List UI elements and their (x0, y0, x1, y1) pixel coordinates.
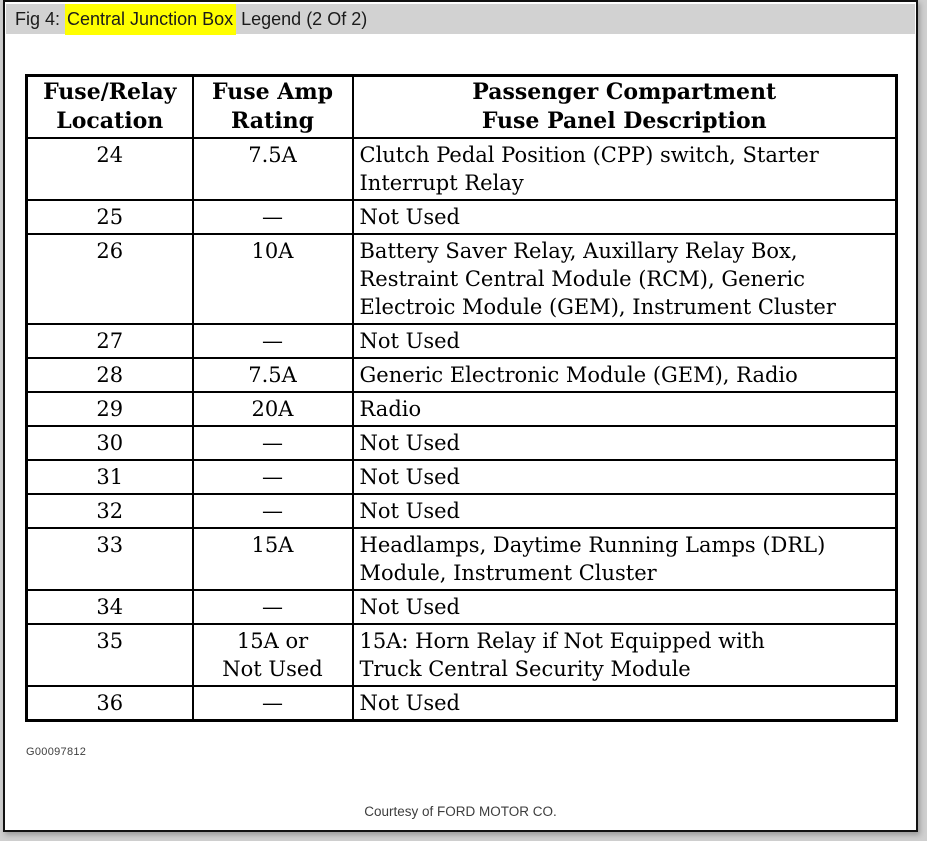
table-row: 30 — Not Used (25, 425, 898, 461)
table-header-row: Fuse/Relay Location Fuse Amp Rating Pass… (25, 74, 898, 139)
fuse-description-cell: Not Used (351, 459, 898, 495)
table-row: 32 — Not Used (25, 493, 898, 529)
fuse-description-cell: Not Used (351, 685, 898, 722)
fuse-rating-cell: — (191, 459, 354, 495)
fuse-description-cell: Not Used (351, 425, 898, 461)
fuse-description-cell: Not Used (351, 589, 898, 625)
figure-page: Fig 4: Central Junction Box Legend (2 Of… (3, 0, 918, 832)
fuse-location-cell: 30 (25, 425, 194, 461)
figure-code: G00097812 (26, 746, 87, 758)
fuse-description-cell: Clutch Pedal Position (CPP) switch, Star… (351, 137, 898, 201)
fuse-rating-cell: 10A (191, 233, 354, 325)
fuse-table-body: 24 7.5A Clutch Pedal Position (CPP) swit… (25, 137, 898, 722)
fuse-location-cell: 24 (25, 137, 194, 201)
fuse-location-cell: 35 (25, 623, 194, 687)
fuse-rating-cell: 20A (191, 391, 354, 427)
table-row: 26 10A Battery Saver Relay, Auxillary Re… (25, 233, 898, 325)
table-row: 31 — Not Used (25, 459, 898, 495)
fuse-rating-cell: — (191, 493, 354, 529)
figure-title-highlight: Central Junction Box (65, 4, 237, 35)
fuse-rating-cell: 15A or Not Used (191, 623, 354, 687)
fuse-location-cell: 27 (25, 323, 194, 359)
fuse-location-cell: 32 (25, 493, 194, 529)
fuse-rating-cell: — (191, 685, 354, 722)
table-row: 25 — Not Used (25, 199, 898, 235)
figure-title-prefix: Fig 4: (15, 9, 66, 29)
table-row: 33 15A Headlamps, Daytime Running Lamps … (25, 527, 898, 591)
fuse-rating-cell: — (191, 323, 354, 359)
fuse-description-cell: Not Used (351, 493, 898, 529)
fuse-rating-cell: — (191, 199, 354, 235)
courtesy-note: Courtesy of FORD MOTOR CO. (364, 804, 557, 819)
fuse-rating-cell: 7.5A (191, 357, 354, 393)
fuse-location-cell: 34 (25, 589, 194, 625)
fuse-table: Fuse/Relay Location Fuse Amp Rating Pass… (25, 74, 898, 722)
fuse-location-cell: 31 (25, 459, 194, 495)
fuse-description-cell: 15A: Horn Relay if Not Equipped with Tru… (351, 623, 898, 687)
figure-title-suffix: Legend (2 Of 2) (236, 9, 368, 29)
fuse-description-cell: Not Used (351, 199, 898, 235)
fuse-description-cell: Headlamps, Daytime Running Lamps (DRL) M… (351, 527, 898, 591)
table-row: 27 — Not Used (25, 323, 898, 359)
fuse-rating-cell: 7.5A (191, 137, 354, 201)
fuse-rating-cell: — (191, 589, 354, 625)
fuse-location-cell: 36 (25, 685, 194, 722)
table-row: 34 — Not Used (25, 589, 898, 625)
figure-title-bar: Fig 4: Central Junction Box Legend (2 Of… (6, 4, 915, 35)
fuse-description-cell: Not Used (351, 323, 898, 359)
fuse-description-cell: Radio (351, 391, 898, 427)
fuse-rating-cell: 15A (191, 527, 354, 591)
fuse-location-cell: 29 (25, 391, 194, 427)
table-row: 28 7.5A Generic Electronic Module (GEM),… (25, 357, 898, 393)
fuse-location-cell: 25 (25, 199, 194, 235)
table-row: 36 — Not Used (25, 685, 898, 722)
fuse-rating-cell: — (191, 425, 354, 461)
fuse-description-cell: Battery Saver Relay, Auxillary Relay Box… (351, 233, 898, 325)
column-header-rating: Fuse Amp Rating (191, 74, 354, 139)
fuse-location-cell: 26 (25, 233, 194, 325)
column-header-description: Passenger Compartment Fuse Panel Descrip… (351, 74, 898, 139)
table-row: 24 7.5A Clutch Pedal Position (CPP) swit… (25, 137, 898, 201)
table-row: 35 15A or Not Used 15A: Horn Relay if No… (25, 623, 898, 687)
table-row: 29 20A Radio (25, 391, 898, 427)
fuse-location-cell: 28 (25, 357, 194, 393)
column-header-location: Fuse/Relay Location (25, 74, 194, 139)
fuse-description-cell: Generic Electronic Module (GEM), Radio (351, 357, 898, 393)
fuse-location-cell: 33 (25, 527, 194, 591)
